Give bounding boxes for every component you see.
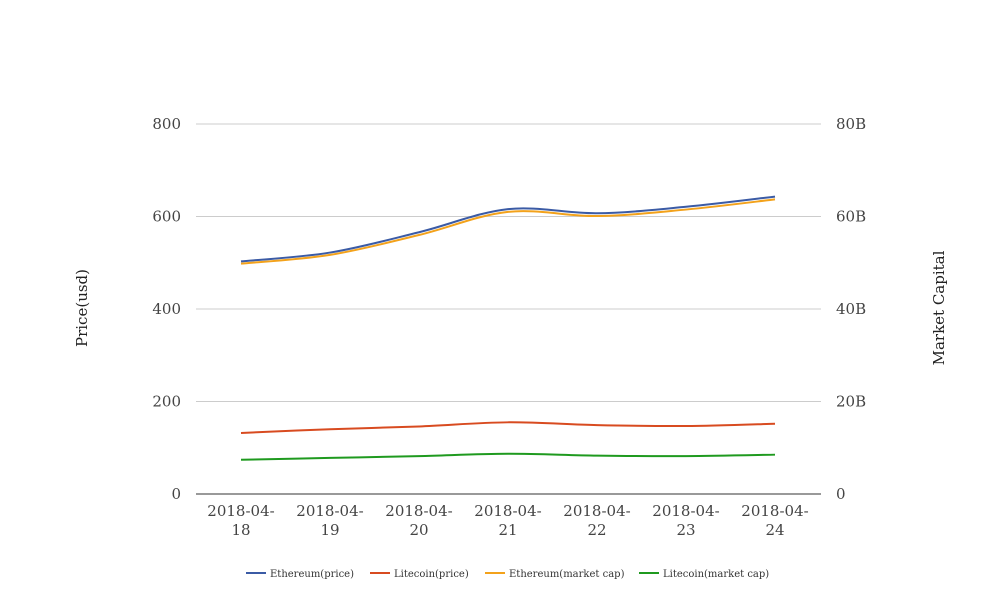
x-tick-label: 2018-04-24 bbox=[741, 502, 808, 539]
left-axis-ticks: 0 200 400 600 800 bbox=[152, 115, 181, 503]
legend-item-litecoin-price: Litecoin(price) bbox=[370, 569, 469, 580]
series-line-litecoin-price bbox=[240, 421, 776, 434]
y2-axis-title: Market Capital bbox=[930, 250, 948, 365]
y2-tick-label: 80B bbox=[836, 115, 866, 133]
y2-tick-label: 40B bbox=[836, 300, 866, 318]
y-tick-label: 400 bbox=[152, 300, 181, 318]
x-tick-label: 2018-04-20 bbox=[385, 502, 452, 539]
series-line-ethereum-market-cap bbox=[240, 198, 776, 265]
y2-tick-label: 20B bbox=[836, 393, 866, 411]
y2-tick-label: 60B bbox=[836, 208, 866, 226]
series-line-litecoin-market-cap bbox=[240, 452, 776, 461]
legend: Ethereum(price) Litecoin(price) Ethereum(m… bbox=[246, 569, 769, 580]
y2-tick-label: 0 bbox=[836, 485, 846, 503]
y-tick-label: 0 bbox=[171, 485, 181, 503]
y-tick-label: 600 bbox=[152, 208, 181, 226]
x-tick-label: 2018-04-22 bbox=[563, 502, 630, 539]
legend-label: Litecoin(price) bbox=[394, 569, 469, 580]
right-axis-ticks: 0 20B 40B 60B 80B bbox=[836, 115, 866, 503]
series-line-ethereum-price bbox=[240, 195, 776, 263]
y-tick-label: 800 bbox=[152, 115, 181, 133]
legend-label: Litecoin(market cap) bbox=[663, 569, 769, 580]
legend-item-ethereum-price: Ethereum(price) bbox=[246, 569, 354, 580]
x-tick-label: 2018-04-21 bbox=[474, 502, 541, 539]
legend-item-ethereum-market-cap: Ethereum(market cap) bbox=[485, 569, 625, 580]
legend-label: Ethereum(market cap) bbox=[509, 569, 625, 580]
gridlines bbox=[196, 123, 821, 495]
legend-label: Ethereum(price) bbox=[270, 569, 354, 580]
x-tick-label: 2018-04-19 bbox=[296, 502, 363, 539]
y-axis-title: Price(usd) bbox=[73, 269, 91, 347]
y-tick-label: 200 bbox=[152, 393, 181, 411]
series-lines bbox=[240, 195, 776, 461]
x-tick-label: 2018-04-18 bbox=[207, 502, 274, 539]
x-tick-label: 2018-04-23 bbox=[652, 502, 719, 539]
x-axis-ticks: 2018-04-18 2018-04-19 2018-04-20 2018-04-21… bbox=[207, 502, 808, 539]
legend-item-litecoin-market-cap: Litecoin(market cap) bbox=[639, 569, 769, 580]
